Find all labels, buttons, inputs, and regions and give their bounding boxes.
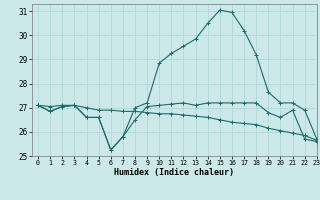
X-axis label: Humidex (Indice chaleur): Humidex (Indice chaleur) bbox=[115, 168, 234, 177]
